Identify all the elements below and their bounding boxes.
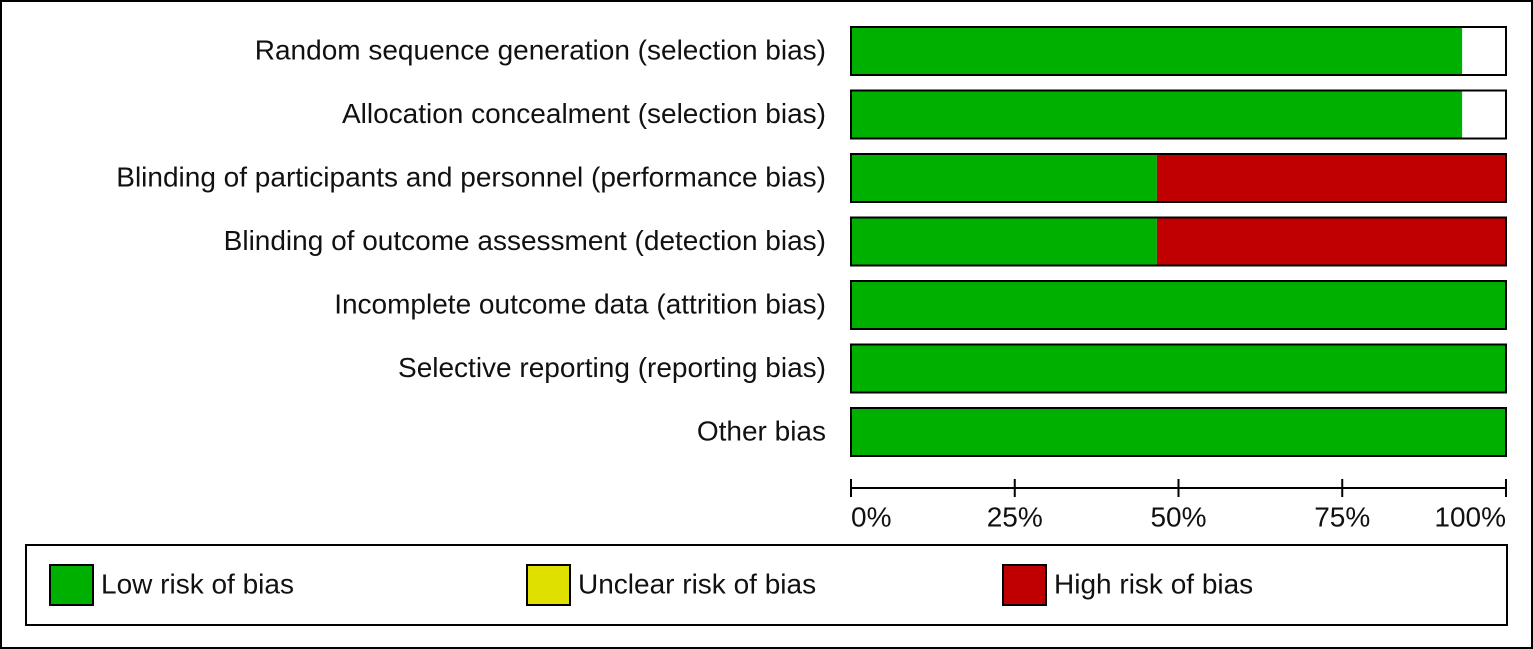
bar-segment [851, 154, 1157, 202]
legend-box [25, 544, 1508, 626]
bar-segment [1156, 217, 1506, 266]
category-label: Selective reporting (reporting bias) [398, 352, 826, 383]
legend-label: High risk of bias [1054, 568, 1253, 599]
legend-swatch [526, 564, 571, 606]
category-label: Other bias [697, 415, 826, 446]
bar-segment [851, 90, 1463, 139]
x-tick-label: 100% [1434, 501, 1506, 532]
category-label: Allocation concealment (selection bias) [342, 98, 826, 129]
bar-outline [850, 343, 1507, 394]
bar-segment [851, 408, 1506, 456]
bar-outline [850, 26, 1507, 76]
x-tick-label: 50% [1150, 501, 1206, 532]
x-tick-label: 75% [1314, 501, 1370, 532]
bar-segment [851, 27, 1463, 75]
bar-segment [851, 344, 1506, 393]
bar-outline [850, 280, 1507, 330]
category-label: Random sequence generation (selection bi… [255, 34, 826, 65]
legend-label: Unclear risk of bias [578, 568, 816, 599]
bar-segment [1156, 154, 1506, 202]
bar-segment [851, 281, 1506, 329]
bar-outline [850, 153, 1507, 203]
bar-outline [850, 407, 1507, 457]
legend-swatch [49, 564, 94, 606]
x-tick-label: 0% [851, 501, 891, 532]
legend-swatch [1002, 564, 1047, 606]
x-tick-label: 25% [987, 501, 1043, 532]
bar-segment [851, 217, 1157, 266]
legend-label: Low risk of bias [101, 568, 294, 599]
category-label: Blinding of outcome assessment (detectio… [224, 225, 826, 256]
bar-outline [850, 216, 1507, 267]
category-label: Blinding of participants and personnel (… [116, 161, 826, 192]
bar-outline [850, 89, 1507, 140]
category-label: Incomplete outcome data (attrition bias) [334, 288, 826, 319]
